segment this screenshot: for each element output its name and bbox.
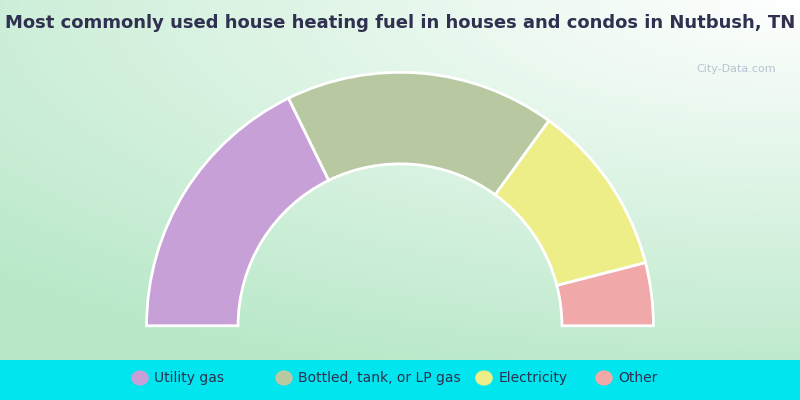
Text: Bottled, tank, or LP gas: Bottled, tank, or LP gas bbox=[298, 371, 461, 385]
Wedge shape bbox=[495, 121, 646, 286]
Text: Other: Other bbox=[618, 371, 658, 385]
Ellipse shape bbox=[275, 370, 293, 386]
Wedge shape bbox=[146, 98, 329, 326]
Ellipse shape bbox=[131, 370, 149, 386]
Wedge shape bbox=[289, 72, 549, 195]
Wedge shape bbox=[557, 263, 654, 326]
Ellipse shape bbox=[595, 370, 613, 386]
Text: Electricity: Electricity bbox=[498, 371, 567, 385]
Text: Utility gas: Utility gas bbox=[154, 371, 224, 385]
Text: City-Data.com: City-Data.com bbox=[696, 64, 776, 74]
Ellipse shape bbox=[475, 370, 493, 386]
Text: Most commonly used house heating fuel in houses and condos in Nutbush, TN: Most commonly used house heating fuel in… bbox=[5, 14, 795, 32]
